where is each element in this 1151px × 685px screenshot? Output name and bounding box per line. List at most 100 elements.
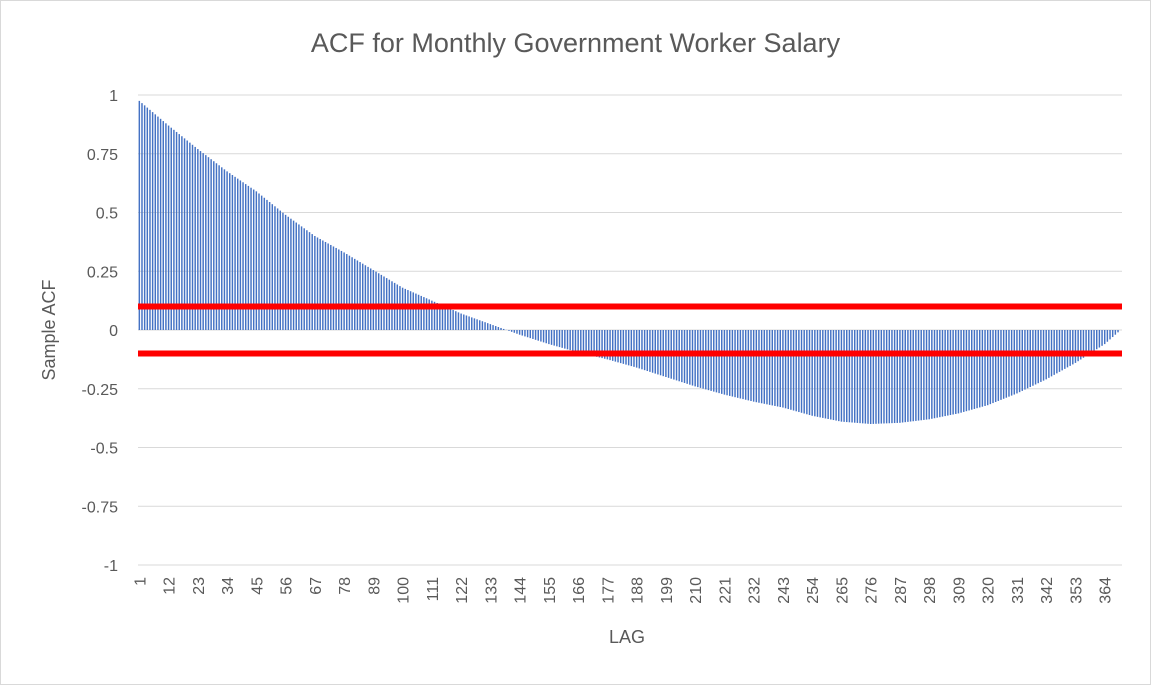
acf-bar	[782, 330, 784, 408]
acf-bar	[1080, 330, 1082, 360]
acf-bar	[994, 330, 997, 402]
acf-bar	[449, 308, 452, 330]
acf-bar	[494, 326, 497, 330]
acf-bar	[707, 330, 710, 391]
acf-bar	[859, 330, 861, 424]
acf-bar	[596, 330, 598, 357]
acf-bar	[734, 330, 736, 398]
acf-bar	[713, 330, 715, 392]
acf-bar	[803, 330, 805, 414]
acf-bar	[1111, 330, 1114, 338]
acf-bar	[1005, 330, 1008, 398]
acf-bar	[428, 299, 430, 330]
acf-bar	[157, 116, 159, 330]
acf-bar	[622, 330, 625, 364]
acf-bar	[266, 199, 268, 330]
acf-bar	[290, 218, 292, 330]
acf-bar	[346, 254, 348, 330]
acf-bar	[721, 330, 723, 394]
acf-bar	[282, 212, 284, 330]
acf-bar	[234, 176, 236, 330]
acf-bar	[279, 210, 282, 330]
acf-bar	[151, 112, 154, 330]
acf-bar	[479, 320, 481, 330]
acf-bar	[372, 270, 375, 330]
acf-bar	[537, 330, 539, 341]
x-tick-label: 122	[454, 577, 471, 604]
acf-bar	[835, 330, 837, 421]
acf-bar	[790, 330, 792, 410]
acf-bar	[436, 302, 438, 330]
acf-bar	[322, 240, 324, 330]
acf-bar	[952, 330, 954, 415]
chart-title: ACF for Monthly Government Worker Salary	[310, 28, 841, 58]
acf-bar	[356, 260, 359, 330]
acf-bar	[181, 136, 183, 330]
x-tick-label: 254	[805, 577, 822, 604]
acf-bar	[258, 193, 260, 330]
acf-bar	[896, 330, 898, 423]
x-tick-label: 133	[483, 577, 500, 604]
acf-bar	[417, 294, 420, 330]
acf-bar	[324, 241, 327, 330]
acf-bar	[407, 290, 409, 330]
acf-bar	[843, 330, 845, 422]
acf-bar	[138, 100, 141, 331]
acf-bar	[237, 178, 239, 330]
acf-bar	[590, 330, 593, 356]
acf-bar	[944, 330, 946, 417]
acf-bar	[486, 323, 489, 330]
acf-bar	[274, 206, 276, 330]
x-tick-label: 89	[366, 577, 383, 595]
acf-bar	[867, 330, 869, 424]
acf-bar	[742, 330, 744, 400]
acf-bar	[593, 330, 595, 357]
acf-bar	[425, 298, 428, 330]
acf-bar	[186, 140, 188, 330]
acf-bar	[183, 138, 186, 330]
acf-bar	[572, 330, 574, 351]
acf-bar	[1072, 330, 1074, 365]
acf-bar	[247, 185, 250, 330]
acf-bar	[920, 330, 922, 421]
acf-bar	[808, 330, 811, 416]
x-tick-label: 199	[659, 577, 676, 604]
acf-bar	[1064, 330, 1066, 369]
acf-bar	[327, 243, 329, 330]
acf-bar	[460, 313, 462, 330]
acf-bar	[332, 246, 335, 330]
acf-bar	[846, 330, 848, 423]
acf-bar	[316, 237, 319, 330]
acf-bar	[771, 330, 774, 406]
x-tick-label: 265	[834, 577, 851, 604]
acf-bar	[989, 330, 992, 405]
acf-bar	[800, 330, 803, 413]
acf-bar	[928, 330, 930, 420]
acf-bar	[534, 330, 537, 340]
acf-bar	[532, 330, 534, 339]
acf-bar	[752, 330, 755, 402]
acf-bar	[619, 330, 622, 364]
x-tick-label: 23	[191, 577, 208, 595]
acf-bar	[909, 330, 912, 422]
acf-bar	[635, 330, 638, 368]
acf-bar	[806, 330, 808, 415]
acf-bar	[633, 330, 635, 367]
acf-bar	[787, 330, 789, 410]
x-tick-label: 287	[893, 577, 910, 604]
acf-bar	[625, 330, 627, 365]
acf-bar	[891, 330, 893, 424]
x-tick-label: 342	[1039, 577, 1056, 604]
acf-bar	[611, 330, 614, 361]
acf-bar	[268, 202, 271, 330]
acf-bar	[199, 151, 202, 330]
acf-bar	[978, 330, 981, 408]
acf-bar	[218, 165, 220, 330]
acf-bar	[1024, 330, 1026, 390]
acf-bar	[207, 157, 210, 330]
acf-bar	[1114, 330, 1117, 335]
acf-bar	[213, 161, 215, 330]
acf-bar	[963, 330, 965, 412]
acf-bar	[484, 322, 486, 330]
acf-bar	[585, 330, 587, 355]
